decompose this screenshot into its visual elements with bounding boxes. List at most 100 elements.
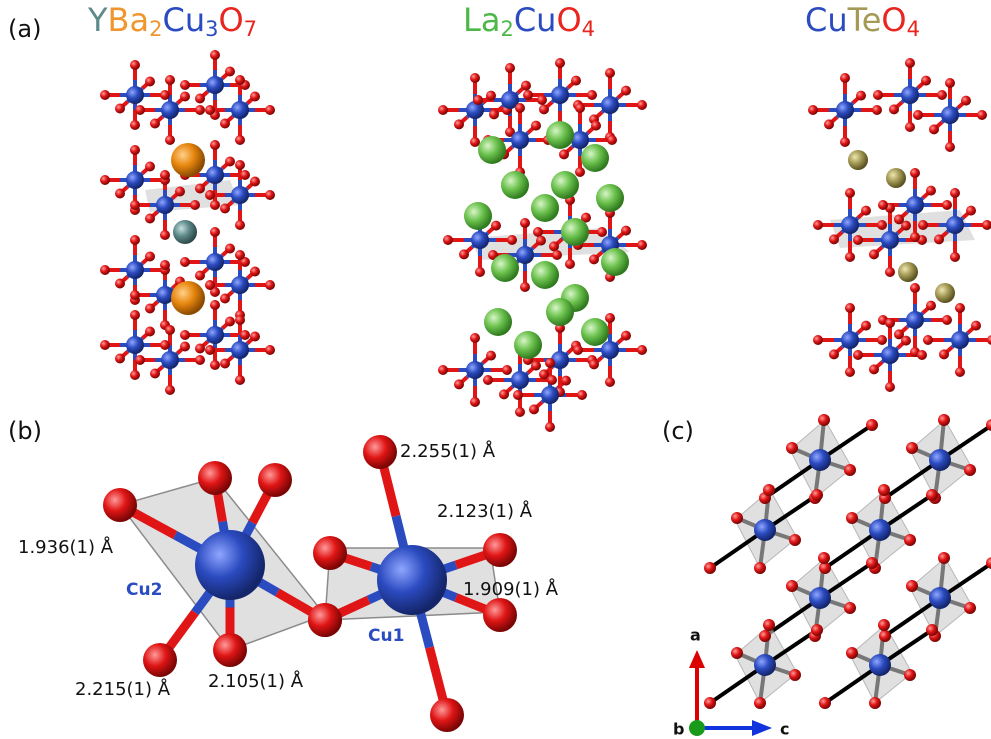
atom xyxy=(473,95,483,105)
atom xyxy=(265,280,275,290)
atom xyxy=(161,101,179,119)
atom xyxy=(881,346,899,364)
atom xyxy=(502,365,512,375)
atom xyxy=(841,331,859,349)
atom xyxy=(877,335,887,345)
atom xyxy=(265,345,275,355)
atom xyxy=(501,171,529,199)
atom xyxy=(763,619,775,631)
atom xyxy=(265,190,275,200)
atom xyxy=(195,530,265,600)
atom xyxy=(126,261,144,279)
atom xyxy=(507,235,517,245)
atom xyxy=(165,75,175,85)
atom xyxy=(130,200,140,210)
atom xyxy=(470,73,480,83)
atom xyxy=(195,270,205,281)
bond xyxy=(708,528,767,570)
atom xyxy=(165,385,175,395)
atom xyxy=(905,58,915,68)
atom xyxy=(160,340,170,350)
atom xyxy=(945,142,955,152)
atom xyxy=(955,303,965,313)
atom xyxy=(926,624,938,636)
bond-length: 1.936(1) Å xyxy=(18,536,114,558)
atom xyxy=(818,414,830,426)
atom xyxy=(964,602,976,614)
atom xyxy=(786,580,798,592)
atom xyxy=(505,127,515,137)
atom xyxy=(910,283,920,293)
atom xyxy=(918,220,928,230)
formula-part: O xyxy=(881,1,906,39)
atom xyxy=(573,345,583,355)
atom xyxy=(886,168,906,188)
atom xyxy=(905,122,915,132)
atom xyxy=(605,68,615,78)
atom xyxy=(577,390,587,400)
bond-length: 2.255(1) Å xyxy=(400,440,496,462)
atom xyxy=(551,171,579,199)
atom xyxy=(165,135,175,145)
atom xyxy=(601,341,619,359)
atom xyxy=(971,320,981,331)
atom xyxy=(235,160,245,170)
atom xyxy=(210,287,220,297)
atom xyxy=(841,216,859,234)
atom xyxy=(531,360,541,371)
atom xyxy=(846,647,858,659)
atom xyxy=(205,105,215,115)
atom xyxy=(486,90,496,101)
atom xyxy=(160,90,170,100)
atom xyxy=(926,185,936,196)
atom xyxy=(754,562,766,574)
atom xyxy=(856,90,866,101)
atom xyxy=(754,519,776,541)
atom xyxy=(819,697,831,709)
formula-part: Te xyxy=(847,1,882,39)
atom xyxy=(210,360,220,370)
atom xyxy=(811,624,823,636)
atom xyxy=(809,587,831,609)
atom xyxy=(145,251,155,262)
atom xyxy=(100,90,110,100)
atom xyxy=(150,118,160,129)
atom xyxy=(206,326,224,344)
formula: YBa2Cu3O7 xyxy=(87,1,257,41)
axis-label: b xyxy=(673,720,684,739)
atom xyxy=(483,375,493,385)
atom xyxy=(894,329,904,340)
atom xyxy=(160,260,170,270)
bond-length: 1.909(1) Å xyxy=(463,578,559,600)
atom xyxy=(811,489,823,501)
atom xyxy=(250,266,260,277)
axis-origin xyxy=(689,720,705,736)
atom xyxy=(910,232,920,242)
panel-label: (c) xyxy=(662,417,694,445)
atom xyxy=(240,257,250,267)
formula-part: O xyxy=(556,1,581,39)
atom xyxy=(235,75,245,85)
atom xyxy=(145,213,155,224)
atom xyxy=(145,76,155,87)
atom xyxy=(906,196,924,214)
atom xyxy=(879,630,891,642)
atom xyxy=(878,200,888,210)
atom xyxy=(225,316,235,327)
atom xyxy=(536,235,546,246)
atom xyxy=(308,603,342,637)
atom xyxy=(145,303,155,314)
atom xyxy=(143,643,177,677)
atom xyxy=(939,349,949,360)
atom xyxy=(171,281,205,315)
atom xyxy=(759,630,771,642)
atom xyxy=(819,562,831,574)
atom xyxy=(501,91,519,109)
atom xyxy=(561,218,589,246)
atom xyxy=(621,330,631,341)
atom xyxy=(872,105,882,115)
atom xyxy=(906,311,924,329)
atom xyxy=(813,335,823,345)
atom xyxy=(950,188,960,198)
atom xyxy=(546,121,574,149)
